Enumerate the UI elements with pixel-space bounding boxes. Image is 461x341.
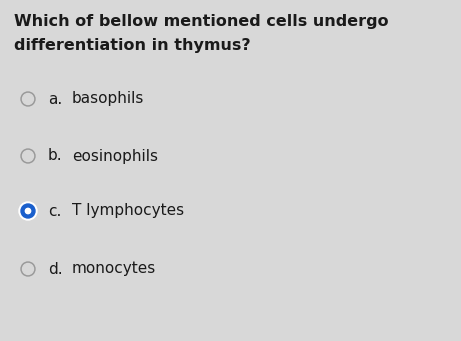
Circle shape <box>21 262 35 276</box>
Text: b.: b. <box>48 148 63 163</box>
Circle shape <box>23 93 34 104</box>
Circle shape <box>23 264 34 275</box>
Text: eosinophils: eosinophils <box>72 148 158 163</box>
Circle shape <box>23 150 34 162</box>
Circle shape <box>19 202 37 220</box>
Circle shape <box>21 149 35 163</box>
Circle shape <box>21 204 35 218</box>
Text: d.: d. <box>48 262 63 277</box>
Circle shape <box>21 92 35 106</box>
Text: a.: a. <box>48 91 62 106</box>
Circle shape <box>25 208 31 214</box>
Text: T lymphocytes: T lymphocytes <box>72 204 184 219</box>
Text: differentiation in thymus?: differentiation in thymus? <box>14 38 251 53</box>
Text: basophils: basophils <box>72 91 144 106</box>
Text: Which of bellow mentioned cells undergo: Which of bellow mentioned cells undergo <box>14 14 389 29</box>
Text: c.: c. <box>48 204 61 219</box>
Text: monocytes: monocytes <box>72 262 156 277</box>
